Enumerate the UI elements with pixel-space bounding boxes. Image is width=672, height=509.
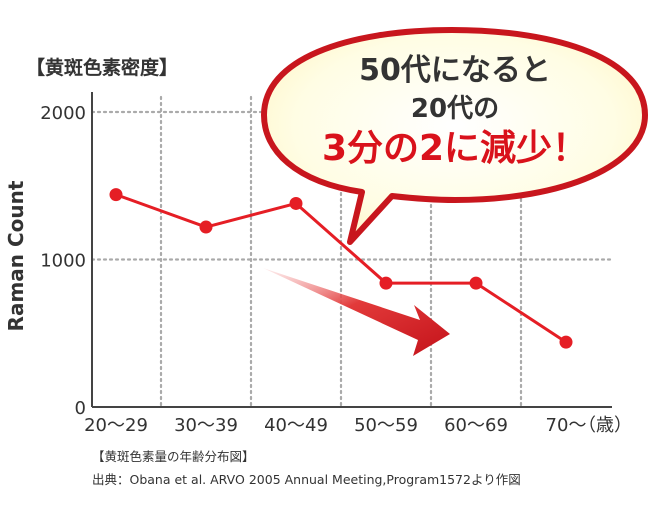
x-tick-label: 30〜39 [174,415,238,436]
x-tick-label: 60〜69 [444,415,508,436]
data-point [379,276,393,290]
data-point [109,188,123,202]
y-tick-labels: 0 1000 2000 [40,103,86,419]
axis-layer [91,92,612,408]
x-axis-unit-label: （歳） [578,415,632,436]
x-tick-label: 50〜59 [354,415,418,436]
callout-line-2: 20代の [411,94,499,124]
series-line [115,193,567,344]
y-tick-label: 0 [75,398,86,419]
x-tick-labels: 20〜29 30〜39 40〜49 50〜59 60〜69 70〜（歳） [84,415,632,436]
grid-layer [90,95,614,409]
data-point [289,196,303,210]
data-point [199,220,213,234]
footnote-source: 出典：Obana et al. ARVO 2005 Annual Meeting… [92,472,521,487]
data-point [559,335,573,349]
y-tick-label: 1000 [40,251,86,272]
callout-bubble-shape [261,27,648,245]
callout-bubble: 50代になると 20代の 3分の2に減少！ [261,27,648,245]
callout-line-3: 3分の2に減少！ [322,128,588,169]
chart-title: 【黄斑色素密度】 [26,56,178,79]
x-tick-label: 20〜29 [84,415,148,436]
callout-line-1: 50代になると [359,53,551,88]
y-tick-label: 2000 [40,103,86,124]
series-layer [109,188,573,349]
x-tick-label: 40〜49 [264,415,328,436]
data-point [469,276,483,290]
y-axis-label: Raman Count [4,180,28,331]
x-tick-label: 70〜 [546,415,587,436]
decline-arrow-icon [263,268,450,356]
footnote-title: 【黄斑色素量の年齢分布図】 [92,449,255,464]
